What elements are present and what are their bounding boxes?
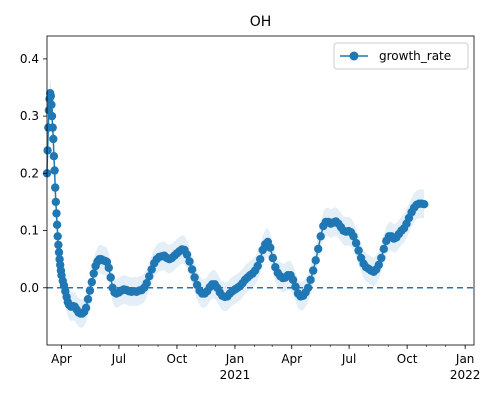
data-point [354,246,363,255]
data-point [83,295,93,304]
data-point [182,250,192,259]
x-tick-label: Jan [225,352,245,366]
data-point [256,255,265,264]
data-point [145,272,154,281]
legend: growth_rate [333,42,469,70]
data-point [349,232,358,241]
x-tick-label: Oct [167,352,188,366]
data-point [187,265,197,274]
legend-box [333,42,469,70]
data-point [374,260,383,270]
data-point [51,183,60,192]
data-point [185,257,194,266]
x-tick-label: Apr [51,352,72,366]
data-point [85,286,95,295]
confidence-band-layer [47,78,425,328]
plot-area-frame [46,35,475,346]
x-tick-label: Apr [281,352,302,366]
data-point [306,275,315,284]
data-point [47,100,56,109]
data-point [420,200,429,209]
data-point [303,283,313,292]
data-point [49,152,59,161]
data-point [314,244,323,254]
data-point [46,91,55,101]
series-markers-layer [42,89,429,318]
data-point [52,209,61,218]
data-point [309,266,318,275]
data-point [311,256,320,265]
y-axis-ticks: 0.0 0.1 0.2 0.3 0.4 [20,52,47,295]
data-point [50,166,59,175]
data-point [54,240,63,250]
x-tick-label: Jul [111,352,126,366]
x-tick-label: Jul [341,352,356,366]
chart-title: OH [250,14,272,30]
x-axis-ticks: Apr Jul Oct Jan 2021 Apr Jul Oct Jan 2022 [51,345,480,382]
x-tick-label: Oct [397,352,418,366]
data-point [316,232,325,241]
data-point [268,253,277,263]
data-point [48,123,57,132]
y-tick-label: 0.2 [20,166,39,180]
data-point [288,275,298,284]
data-point [49,134,58,144]
data-point [147,265,156,274]
x-tick-year-label: 2022 [450,368,481,382]
data-point [142,279,151,288]
x-tick-label: Jan [455,352,475,366]
data-point [89,269,98,278]
data-point [190,273,199,282]
data-point [87,277,97,287]
confidence-band [47,78,425,328]
data-point [377,253,386,263]
data-point [51,197,60,207]
y-tick-label: 0.3 [20,109,39,123]
data-point [53,232,62,241]
data-point [43,146,52,155]
legend-entry-growth-rate: growth_rate [379,49,451,63]
legend-marker-swatch [349,51,359,61]
data-point [379,244,388,254]
data-point [81,303,91,312]
data-point [253,261,262,271]
data-point [52,220,62,229]
data-point [47,111,57,121]
y-tick-label: 0.1 [20,224,39,238]
data-point [54,248,64,257]
data-point [351,238,361,248]
data-point [106,273,115,282]
y-tick-label: 0.0 [20,281,39,295]
data-point [104,263,114,272]
data-point [291,282,300,291]
x-tick-year-label: 2021 [220,368,251,382]
y-tick-label: 0.4 [20,52,39,66]
data-point [266,243,275,252]
